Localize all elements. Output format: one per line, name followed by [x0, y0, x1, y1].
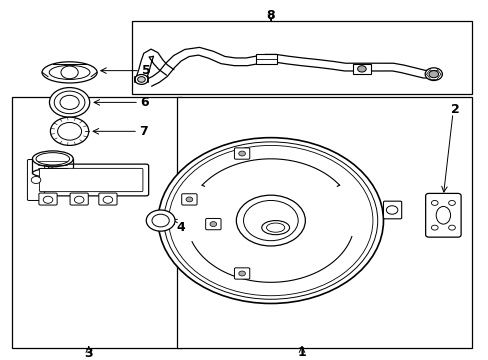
Ellipse shape — [435, 207, 449, 224]
Circle shape — [185, 197, 192, 202]
Circle shape — [43, 196, 53, 203]
FancyBboxPatch shape — [234, 148, 249, 159]
Text: 2: 2 — [450, 103, 459, 116]
Circle shape — [447, 225, 454, 230]
Bar — [12, 97, 182, 348]
Bar — [177, 97, 471, 348]
Circle shape — [424, 68, 442, 81]
Circle shape — [60, 95, 79, 109]
Ellipse shape — [42, 62, 97, 83]
Circle shape — [58, 122, 81, 140]
Circle shape — [386, 206, 397, 214]
FancyBboxPatch shape — [383, 201, 401, 219]
Ellipse shape — [266, 223, 284, 232]
Circle shape — [152, 214, 169, 227]
Ellipse shape — [32, 168, 73, 177]
Text: 1: 1 — [297, 346, 306, 359]
Circle shape — [243, 201, 298, 241]
Circle shape — [50, 117, 89, 145]
Ellipse shape — [36, 153, 69, 165]
FancyBboxPatch shape — [39, 193, 57, 205]
Text: 5: 5 — [142, 64, 150, 77]
FancyBboxPatch shape — [34, 164, 148, 196]
Circle shape — [168, 145, 372, 296]
Bar — [255, 54, 276, 64]
Ellipse shape — [49, 66, 90, 80]
FancyBboxPatch shape — [182, 194, 197, 205]
Circle shape — [54, 91, 85, 114]
Circle shape — [31, 176, 41, 184]
FancyBboxPatch shape — [205, 219, 221, 230]
FancyBboxPatch shape — [40, 168, 142, 192]
Ellipse shape — [32, 151, 73, 167]
Circle shape — [209, 222, 216, 226]
Circle shape — [357, 66, 366, 72]
Bar — [132, 21, 471, 94]
Circle shape — [137, 77, 145, 82]
FancyBboxPatch shape — [99, 193, 117, 205]
Circle shape — [146, 210, 175, 231]
FancyBboxPatch shape — [234, 268, 249, 279]
Text: 8: 8 — [266, 9, 275, 22]
Circle shape — [238, 151, 245, 156]
Circle shape — [158, 138, 383, 303]
Circle shape — [74, 196, 84, 203]
Circle shape — [163, 142, 377, 299]
Text: 3: 3 — [84, 347, 93, 360]
Text: 7: 7 — [139, 125, 148, 138]
Circle shape — [103, 196, 112, 203]
FancyBboxPatch shape — [27, 159, 44, 201]
Circle shape — [238, 271, 245, 276]
Circle shape — [49, 87, 89, 117]
Circle shape — [428, 71, 438, 78]
Bar — [352, 64, 370, 74]
Circle shape — [61, 66, 78, 79]
FancyBboxPatch shape — [425, 193, 460, 237]
Circle shape — [447, 201, 454, 206]
FancyBboxPatch shape — [70, 193, 88, 205]
Circle shape — [135, 75, 148, 84]
Circle shape — [430, 225, 437, 230]
Ellipse shape — [261, 221, 289, 235]
Circle shape — [236, 195, 305, 246]
Text: 6: 6 — [140, 96, 149, 109]
Circle shape — [430, 201, 437, 206]
Text: 4: 4 — [177, 221, 185, 234]
